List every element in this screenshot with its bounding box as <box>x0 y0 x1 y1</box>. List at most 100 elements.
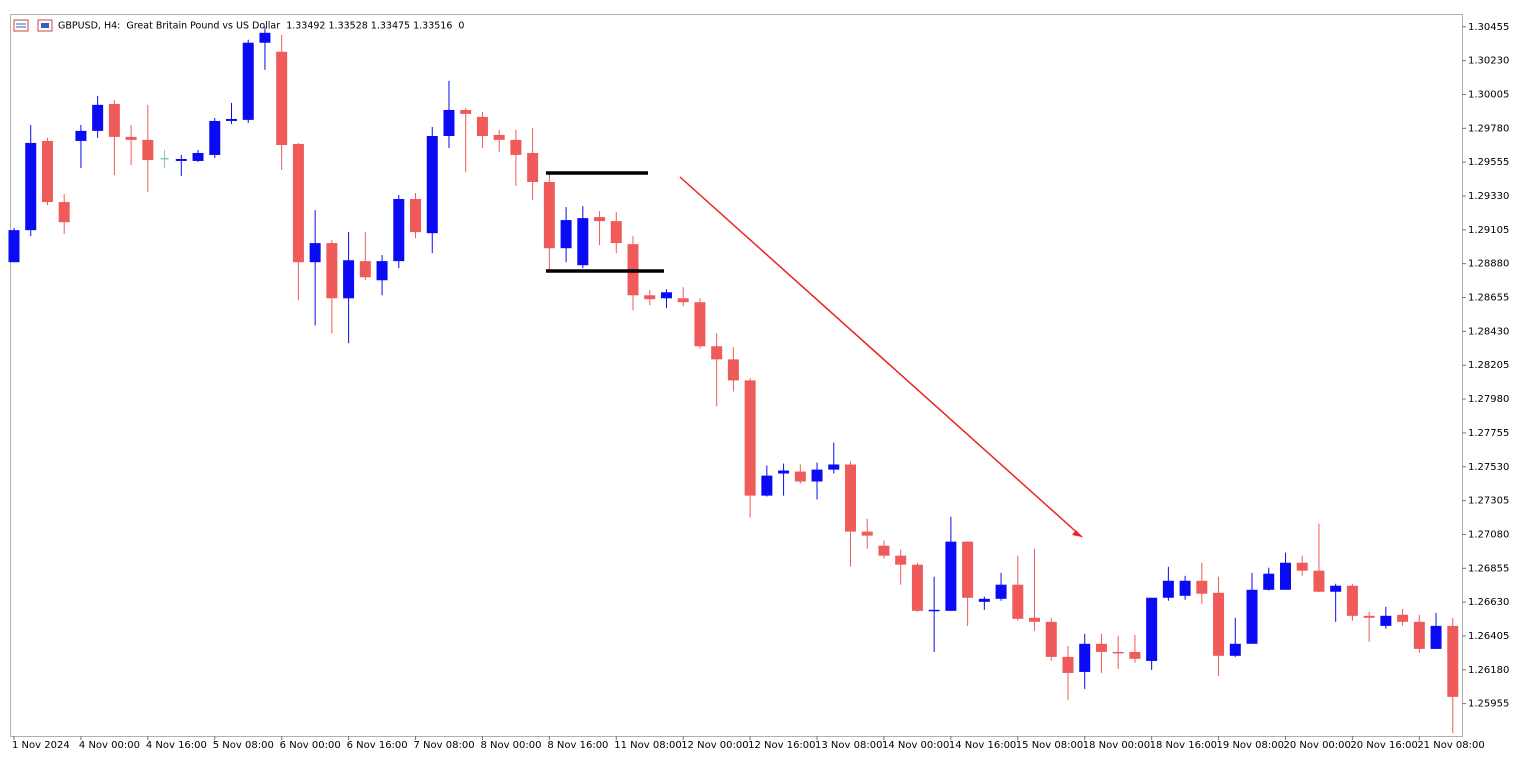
x-tick-label: 21 Nov 08:00 <box>1417 740 1484 751</box>
y-tick-label: 1.26405 <box>1468 631 1509 642</box>
x-tick-label: 6 Nov 16:00 <box>347 740 408 751</box>
y-tick-label: 1.28880 <box>1468 259 1509 270</box>
x-tick-label: 1 Nov 2024 <box>12 740 70 751</box>
candle-body <box>1313 570 1325 592</box>
candle-body <box>426 135 438 234</box>
x-tick-label: 7 Nov 08:00 <box>414 740 475 751</box>
y-tick-label: 1.30005 <box>1468 89 1509 100</box>
candle-body <box>1095 643 1107 652</box>
candle-body <box>326 243 338 299</box>
chart-title: GBPUSD, H4: Great Britain Pound vs US Do… <box>58 21 464 32</box>
icon-detail <box>41 23 49 28</box>
candle-body <box>92 104 104 131</box>
candle-body <box>175 159 187 161</box>
x-tick-label: 15 Nov 08:00 <box>1016 740 1083 751</box>
menu-icon[interactable] <box>13 19 29 32</box>
candle-body <box>25 142 37 231</box>
candle-body <box>1363 615 1375 618</box>
candle-body <box>8 230 20 263</box>
y-tick-label: 1.28430 <box>1468 326 1509 337</box>
candle-body <box>978 598 990 602</box>
x-tick-label: 20 Nov 16:00 <box>1350 740 1417 751</box>
y-tick-label: 1.29780 <box>1468 123 1509 134</box>
candle-body <box>209 120 221 155</box>
x-tick-label: 12 Nov 16:00 <box>748 740 815 751</box>
y-tick-label: 1.27530 <box>1468 462 1509 473</box>
candle-body <box>108 103 120 137</box>
x-tick-label: 18 Nov 00:00 <box>1083 740 1150 751</box>
candle-body <box>1263 573 1275 590</box>
x-tick-label: 4 Nov 00:00 <box>79 740 140 751</box>
candle-body <box>460 109 472 114</box>
candle-body <box>1045 621 1057 657</box>
candle-body <box>276 51 288 146</box>
candle-body <box>493 134 505 140</box>
candle-body <box>359 261 371 278</box>
candle-body <box>1179 580 1191 596</box>
candle-body <box>510 139 522 155</box>
candle-body <box>711 346 723 360</box>
candle-body <box>1146 597 1158 661</box>
y-tick-label: 1.25955 <box>1468 699 1509 710</box>
candle-body <box>962 541 974 598</box>
candle-body <box>861 531 873 536</box>
y-tick-label: 1.30455 <box>1468 22 1509 33</box>
candle-body <box>1430 625 1442 649</box>
trend-arrow[interactable] <box>679 176 1083 538</box>
arrow-head <box>1072 530 1082 537</box>
plot-area <box>8 26 1459 733</box>
y-tick-label: 1.27755 <box>1468 428 1509 439</box>
candle-body <box>761 475 773 496</box>
x-tick-label: 20 Nov 00:00 <box>1283 740 1350 751</box>
candle-body <box>577 218 589 266</box>
y-tick-label: 1.28205 <box>1468 360 1509 371</box>
y-tick-label: 1.27080 <box>1468 529 1509 540</box>
candle-body <box>677 298 689 303</box>
candle-body <box>259 32 271 43</box>
candle-body <box>75 130 87 141</box>
candle-body <box>928 609 940 612</box>
candle-body <box>610 221 622 244</box>
candle-body <box>1397 614 1409 622</box>
x-tick-label: 13 Nov 08:00 <box>815 740 882 751</box>
candle-body <box>911 564 923 611</box>
candle-body <box>1112 651 1124 654</box>
candle-body <box>543 182 555 249</box>
candle-body <box>1380 615 1392 626</box>
candle-body <box>125 136 137 140</box>
candle-body <box>811 469 823 482</box>
candle-body <box>1346 585 1358 616</box>
x-tick-label: 6 Nov 00:00 <box>280 740 341 751</box>
candle-body <box>778 470 790 474</box>
candle-body <box>1229 643 1241 656</box>
candle-body <box>292 143 304 263</box>
candle-body <box>1330 585 1342 592</box>
y-tick-label: 1.29555 <box>1468 157 1509 168</box>
candle-body <box>845 464 856 532</box>
candle-body <box>945 541 957 611</box>
x-tick-label: 19 Nov 08:00 <box>1217 740 1284 751</box>
x-tick-label: 18 Nov 16:00 <box>1150 740 1217 751</box>
candle-body <box>225 118 237 121</box>
candle-body <box>694 302 706 347</box>
candle-body <box>828 464 840 470</box>
candle-body <box>878 545 890 556</box>
candle-body <box>343 260 355 299</box>
candle-body <box>393 199 405 262</box>
candle-body <box>476 116 488 136</box>
y-tick-label: 1.30230 <box>1468 56 1509 67</box>
x-tick-label: 12 Nov 00:00 <box>681 740 748 751</box>
candle-body <box>1279 562 1291 590</box>
y-tick-label: 1.26630 <box>1468 597 1509 608</box>
candle-body <box>192 152 204 161</box>
y-tick-label: 1.29105 <box>1468 225 1509 236</box>
candle-body <box>1012 584 1024 619</box>
candle-body <box>594 217 606 222</box>
candle-body <box>160 157 169 160</box>
candle-body <box>242 42 254 120</box>
candle-body <box>142 139 154 161</box>
y-tick-label: 1.28655 <box>1468 293 1509 304</box>
candle-body <box>1196 580 1208 594</box>
